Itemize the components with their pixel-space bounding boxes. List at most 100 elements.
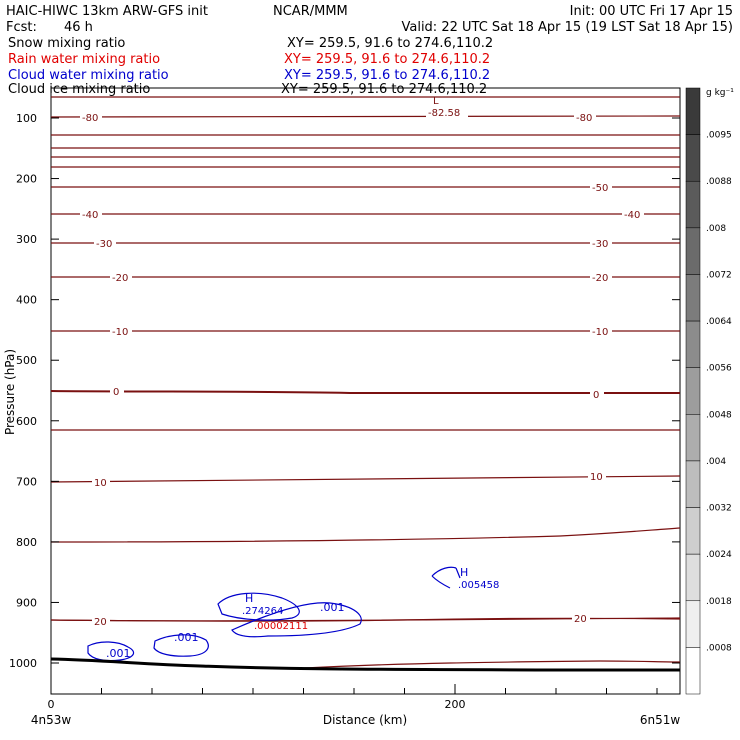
label-bg: [80, 208, 102, 220]
colorbar-swatch: [685, 87, 701, 135]
contour-label: -20: [592, 273, 608, 284]
field-name-cloud-water: Cloud water mixing ratio: [8, 68, 169, 83]
y-tick-label: 700: [16, 475, 37, 488]
field-xy-snow: XY= 259.5, 91.6 to 274.6,110.2: [287, 36, 493, 51]
label-bg: [590, 237, 612, 249]
header-model: HAIC-HIWC 13km ARW-GFS init: [6, 4, 208, 19]
field-xy-cloud-ice: XY= 259.5, 91.6 to 274.6,110.2: [281, 82, 487, 97]
y-axis-label: Pressure (hPa): [3, 349, 17, 435]
cloud-water-max-marker: H: [460, 566, 468, 579]
x-tick-label: 200: [445, 698, 466, 711]
header-valid: Valid: 22 UTC Sat 18 Apr 15 (19 LST Sat …: [401, 20, 733, 35]
temperature-contours: [50, 96, 681, 669]
colorbar-label: .008: [706, 224, 726, 234]
cloud-water-max-marker: H: [245, 592, 253, 605]
colorbar-swatch: [685, 180, 701, 229]
label-bg: [590, 325, 612, 337]
colorbar-swatch: [685, 553, 701, 602]
colorbar-swatch: [685, 227, 701, 275]
contour-label: 10: [94, 478, 107, 489]
cloud-water-blob-3: [217, 592, 300, 621]
label-bg: [92, 615, 110, 627]
colorbar-swatch: [685, 274, 701, 322]
colorbar-swatch: [685, 134, 701, 182]
contour-label: 20: [94, 617, 107, 628]
colorbar: .0095 .0088 .008 .0072 .0064 .0056 .0048 .004 .0…: [685, 87, 732, 695]
colorbar-label: .0072: [706, 270, 732, 280]
header-init: Init: 00 UTC Fri 17 Apr 15: [570, 4, 733, 19]
contour-label: 20: [574, 614, 587, 625]
contour-label: 10: [590, 472, 603, 483]
label-bg: [110, 271, 132, 283]
colorbar-swatch: [685, 367, 701, 415]
colorbar-label: .0064: [706, 317, 732, 327]
colorbar-label: .0048: [706, 410, 732, 420]
cloud-water-blob-1: [87, 641, 135, 662]
cloud-water-contours: [87, 566, 461, 662]
header-org: NCAR/MMM: [273, 4, 348, 19]
low-value: -82.58: [428, 108, 460, 119]
cloud-water-label: .001: [174, 631, 199, 644]
rain-water-value: .00002111: [254, 621, 308, 632]
y-tick-label: 400: [16, 294, 37, 307]
colorbar-swatch: [685, 414, 701, 462]
contour-label: -50: [592, 183, 608, 194]
x-axis: 0 200: [48, 684, 658, 711]
contour-label: -30: [96, 239, 112, 250]
contour-label: -10: [592, 327, 608, 338]
header-fcst-value: 46 h: [64, 20, 93, 35]
cloud-water-blob-4: [231, 602, 362, 638]
colorbar-unit: g kg⁻¹: [706, 88, 734, 98]
header-fcst-label: Fcst:: [6, 20, 37, 35]
label-bg: [80, 111, 102, 123]
cloud-water-max-value: .005458: [458, 580, 499, 591]
cloud-water-max-value: .274264: [242, 606, 283, 617]
contour-label: -40: [82, 210, 98, 221]
low-marker: L: [433, 96, 439, 107]
colorbar-swatch: [685, 507, 701, 555]
contour-label: -10: [112, 327, 128, 338]
contour-label: 0: [113, 387, 119, 398]
contour-label: -40: [624, 210, 640, 221]
contour-label: -20: [112, 273, 128, 284]
label-bg: [92, 476, 110, 488]
label-bg: [572, 612, 590, 624]
contour-line-upper: [50, 115, 681, 118]
label-bg: [94, 237, 116, 249]
contour-line-20: [50, 617, 681, 622]
label-bg: [622, 208, 644, 220]
y-tick-label: 500: [16, 354, 37, 367]
label-bg: [590, 388, 604, 400]
contour-line-10: [50, 475, 681, 483]
colorbar-swatch: [685, 460, 701, 508]
x-start-label: 4n53w: [31, 713, 72, 727]
contour-label: -80: [82, 113, 98, 124]
y-tick-label: 900: [16, 596, 37, 609]
y-tick-label: 100: [16, 112, 37, 125]
contour-line-zero: [50, 390, 681, 395]
y-tick-label: 600: [16, 415, 37, 428]
x-tick-label: 0: [48, 698, 55, 711]
y-tick-label: 800: [16, 536, 37, 549]
label-bg: [110, 385, 124, 397]
label-bg: [426, 106, 468, 118]
field-name-rain: Rain water mixing ratio: [8, 52, 160, 67]
label-bg: [590, 181, 612, 193]
contour-label: 0: [593, 390, 599, 401]
colorbar-label: .0024: [706, 550, 732, 560]
colorbar-label: .0008: [706, 643, 732, 653]
colorbar-label: .0056: [706, 364, 732, 374]
colorbar-label: .0032: [706, 504, 732, 514]
label-bg: [588, 470, 606, 482]
y-tick-label: 300: [16, 233, 37, 246]
colorbar-label: .0095: [706, 131, 732, 141]
colorbar-label: .0018: [706, 597, 732, 607]
cloud-water-blob-5: [431, 566, 461, 589]
contour-label: -30: [592, 239, 608, 250]
contour-line-low: [304, 660, 681, 669]
field-name-snow: Snow mixing ratio: [8, 36, 125, 51]
colorbar-swatch: [685, 320, 701, 368]
label-bg: [574, 111, 596, 123]
